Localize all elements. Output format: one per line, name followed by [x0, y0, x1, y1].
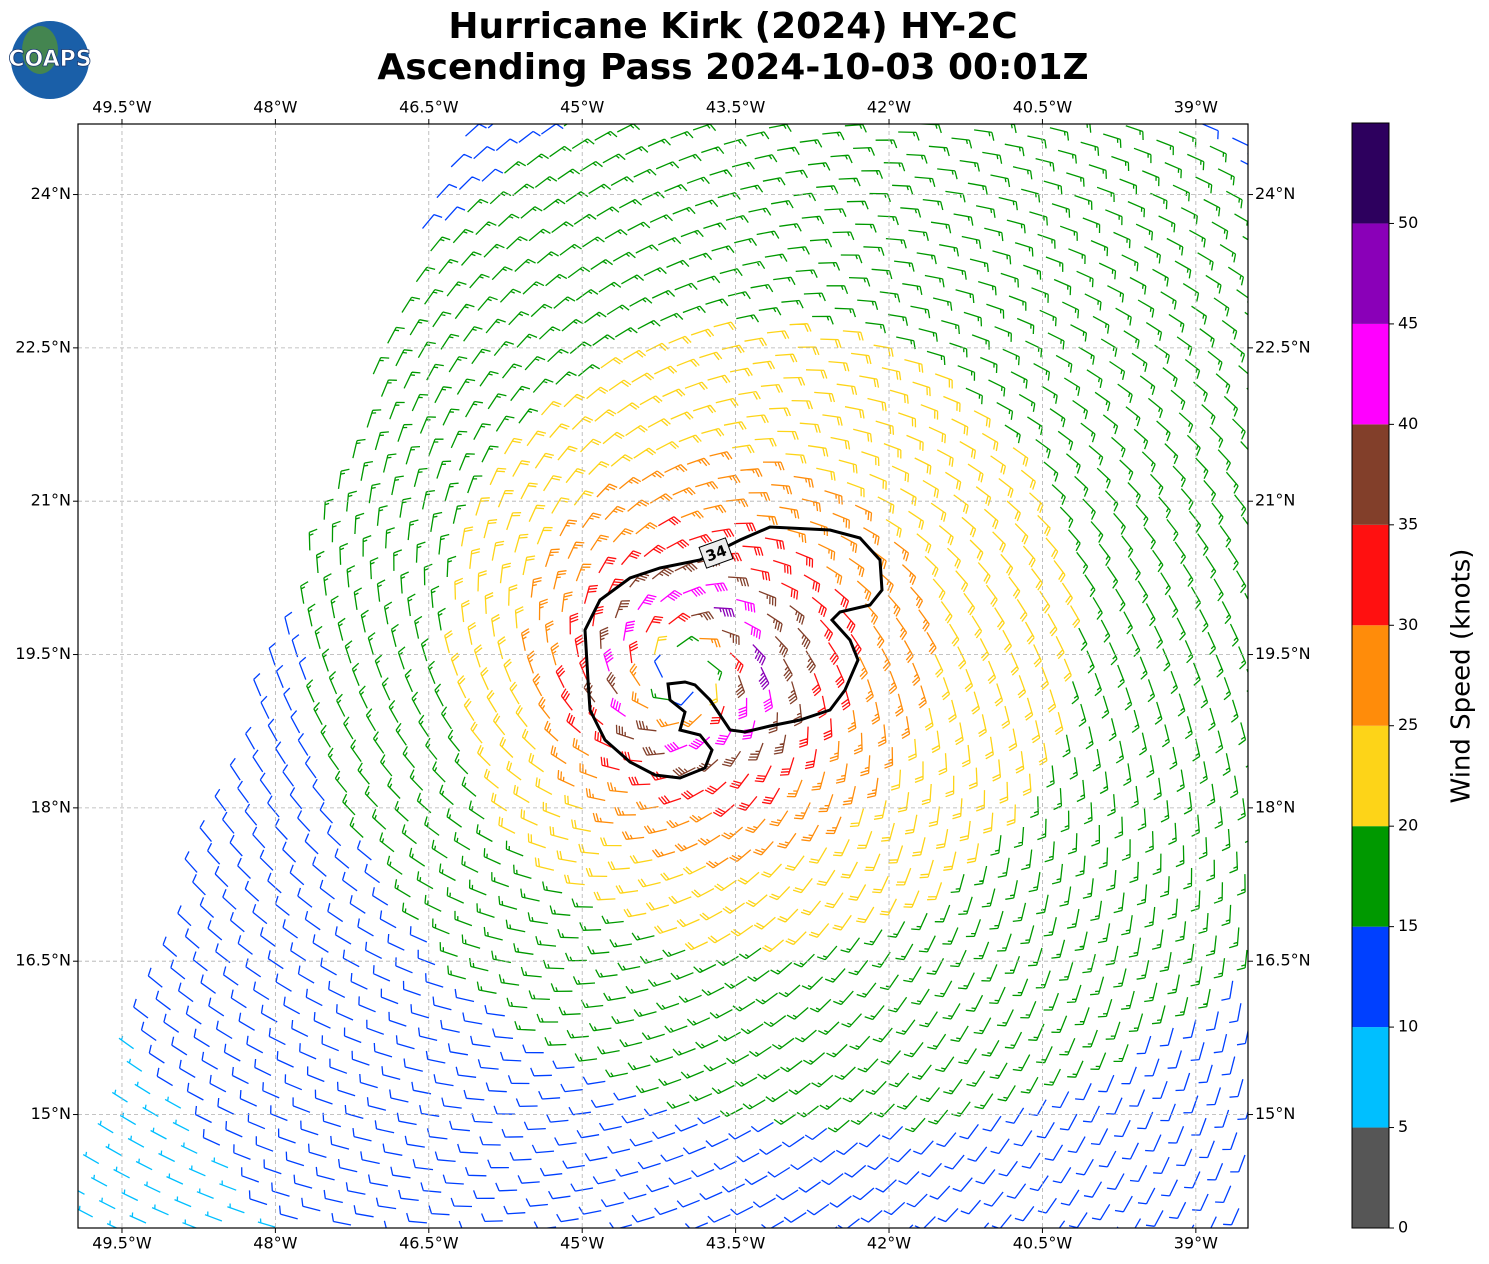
- wind-barbs: [78, 124, 1248, 1228]
- logo-text: COAPS: [8, 47, 91, 72]
- x-tick-label: 42°W: [867, 98, 911, 117]
- y-tick-label: 15°N: [1255, 1104, 1295, 1123]
- x-tick-label: 40.5°W: [1013, 98, 1073, 117]
- y-tick-label: 18°N: [1255, 797, 1295, 816]
- colorbar-segment: [1352, 1127, 1389, 1228]
- graticule: 49.5°W 49.5°W 48°W 48°W 46.5°W 46.5°W 45°W 45°W…: [15, 98, 1310, 1253]
- title-line-2: Ascending Pass 2024-10-03 00:01Z: [377, 47, 1088, 88]
- x-tick-label: 48°W: [253, 98, 297, 117]
- colorbar-segment: [1352, 424, 1389, 525]
- colorbar-label: Wind Speed (knots): [1447, 549, 1477, 804]
- colorbar-segment: [1352, 926, 1389, 1028]
- colorbar-segment: [1352, 826, 1389, 927]
- wind-barb-group: [78, 1035, 276, 1228]
- colorbar-tick-label: 45: [1398, 313, 1418, 332]
- x-tick-label: 39°W: [1174, 1234, 1218, 1253]
- colorbar-tick-label: 40: [1398, 414, 1418, 433]
- y-tick-label: 21°N: [31, 491, 71, 510]
- colorbar-tick-label: 20: [1398, 816, 1418, 835]
- y-tick-label: 24°N: [31, 184, 71, 203]
- x-tick-label: 43.5°W: [706, 1234, 766, 1253]
- x-tick-label: 49.5°W: [92, 1234, 152, 1253]
- y-tick-label: 22.5°N: [15, 337, 71, 356]
- wind-barb-group: [713, 607, 770, 691]
- colorbar-tick-label: 35: [1398, 514, 1418, 533]
- colorbar-segment: [1352, 1027, 1389, 1128]
- x-tick-label: 48°W: [253, 1234, 297, 1253]
- y-tick-label: 16.5°N: [1255, 951, 1311, 970]
- colorbar-segment: [1352, 725, 1389, 827]
- colorbar-frame: [1351, 122, 1390, 1229]
- wind-barb-group: [133, 124, 1248, 1228]
- y-tick-label: 24°N: [1255, 184, 1295, 203]
- x-tick-label: 49.5°W: [92, 98, 152, 117]
- colorbar-tick-label: 50: [1398, 213, 1418, 232]
- y-tick-label: 18°N: [31, 797, 71, 816]
- logo: COAPS: [8, 21, 92, 99]
- colorbar-segment: [1352, 625, 1389, 726]
- colorbar-tick-label: 15: [1398, 916, 1418, 935]
- x-tick-label: 39°W: [1174, 98, 1218, 117]
- wind-barb-group: [520, 451, 937, 869]
- colorbar-tick-label: 30: [1398, 615, 1418, 634]
- x-tick-label: 45°W: [560, 98, 604, 117]
- wind-barb-group: [300, 124, 1248, 1133]
- x-tick-label: 43.5°W: [706, 98, 766, 117]
- wind-barb-group: [444, 321, 1081, 953]
- x-tick-label: 42°W: [867, 1234, 911, 1253]
- colorbar-tick-label: 25: [1398, 715, 1418, 734]
- logo-land: [22, 26, 58, 74]
- colorbar: 0 5 10 15 20 25 30 35 40 45 50: [1351, 122, 1418, 1237]
- colorbar-tick-label: 10: [1398, 1017, 1418, 1036]
- colorbar-segment: [1352, 223, 1389, 324]
- colorbar-tick-label: 0: [1398, 1218, 1408, 1237]
- y-tick-label: 16.5°N: [15, 951, 71, 970]
- colorbar-segment: [1352, 524, 1389, 626]
- title-line-1: Hurricane Kirk (2024) HY-2C: [448, 6, 1017, 47]
- x-tick-label: 45°W: [560, 1234, 604, 1253]
- x-tick-label: 46.5°W: [399, 1234, 459, 1253]
- map-frame: [77, 123, 1249, 1229]
- y-tick-label: 22.5°N: [1255, 337, 1311, 356]
- contour-34kt: 34: [583, 525, 884, 780]
- x-tick-label: 46.5°W: [399, 98, 459, 117]
- contour-line: [583, 525, 884, 780]
- contour-label-box: [698, 537, 734, 569]
- y-tick-label: 19.5°N: [1255, 644, 1311, 663]
- y-tick-label: 19.5°N: [15, 644, 71, 663]
- colorbar-segment: [1352, 323, 1389, 425]
- colorbar-segment: [1352, 123, 1389, 224]
- x-tick-label: 40.5°W: [1013, 1234, 1073, 1253]
- colorbar-tick-label: 5: [1398, 1117, 1408, 1136]
- y-tick-label: 15°N: [31, 1104, 71, 1123]
- y-tick-label: 21°N: [1255, 491, 1295, 510]
